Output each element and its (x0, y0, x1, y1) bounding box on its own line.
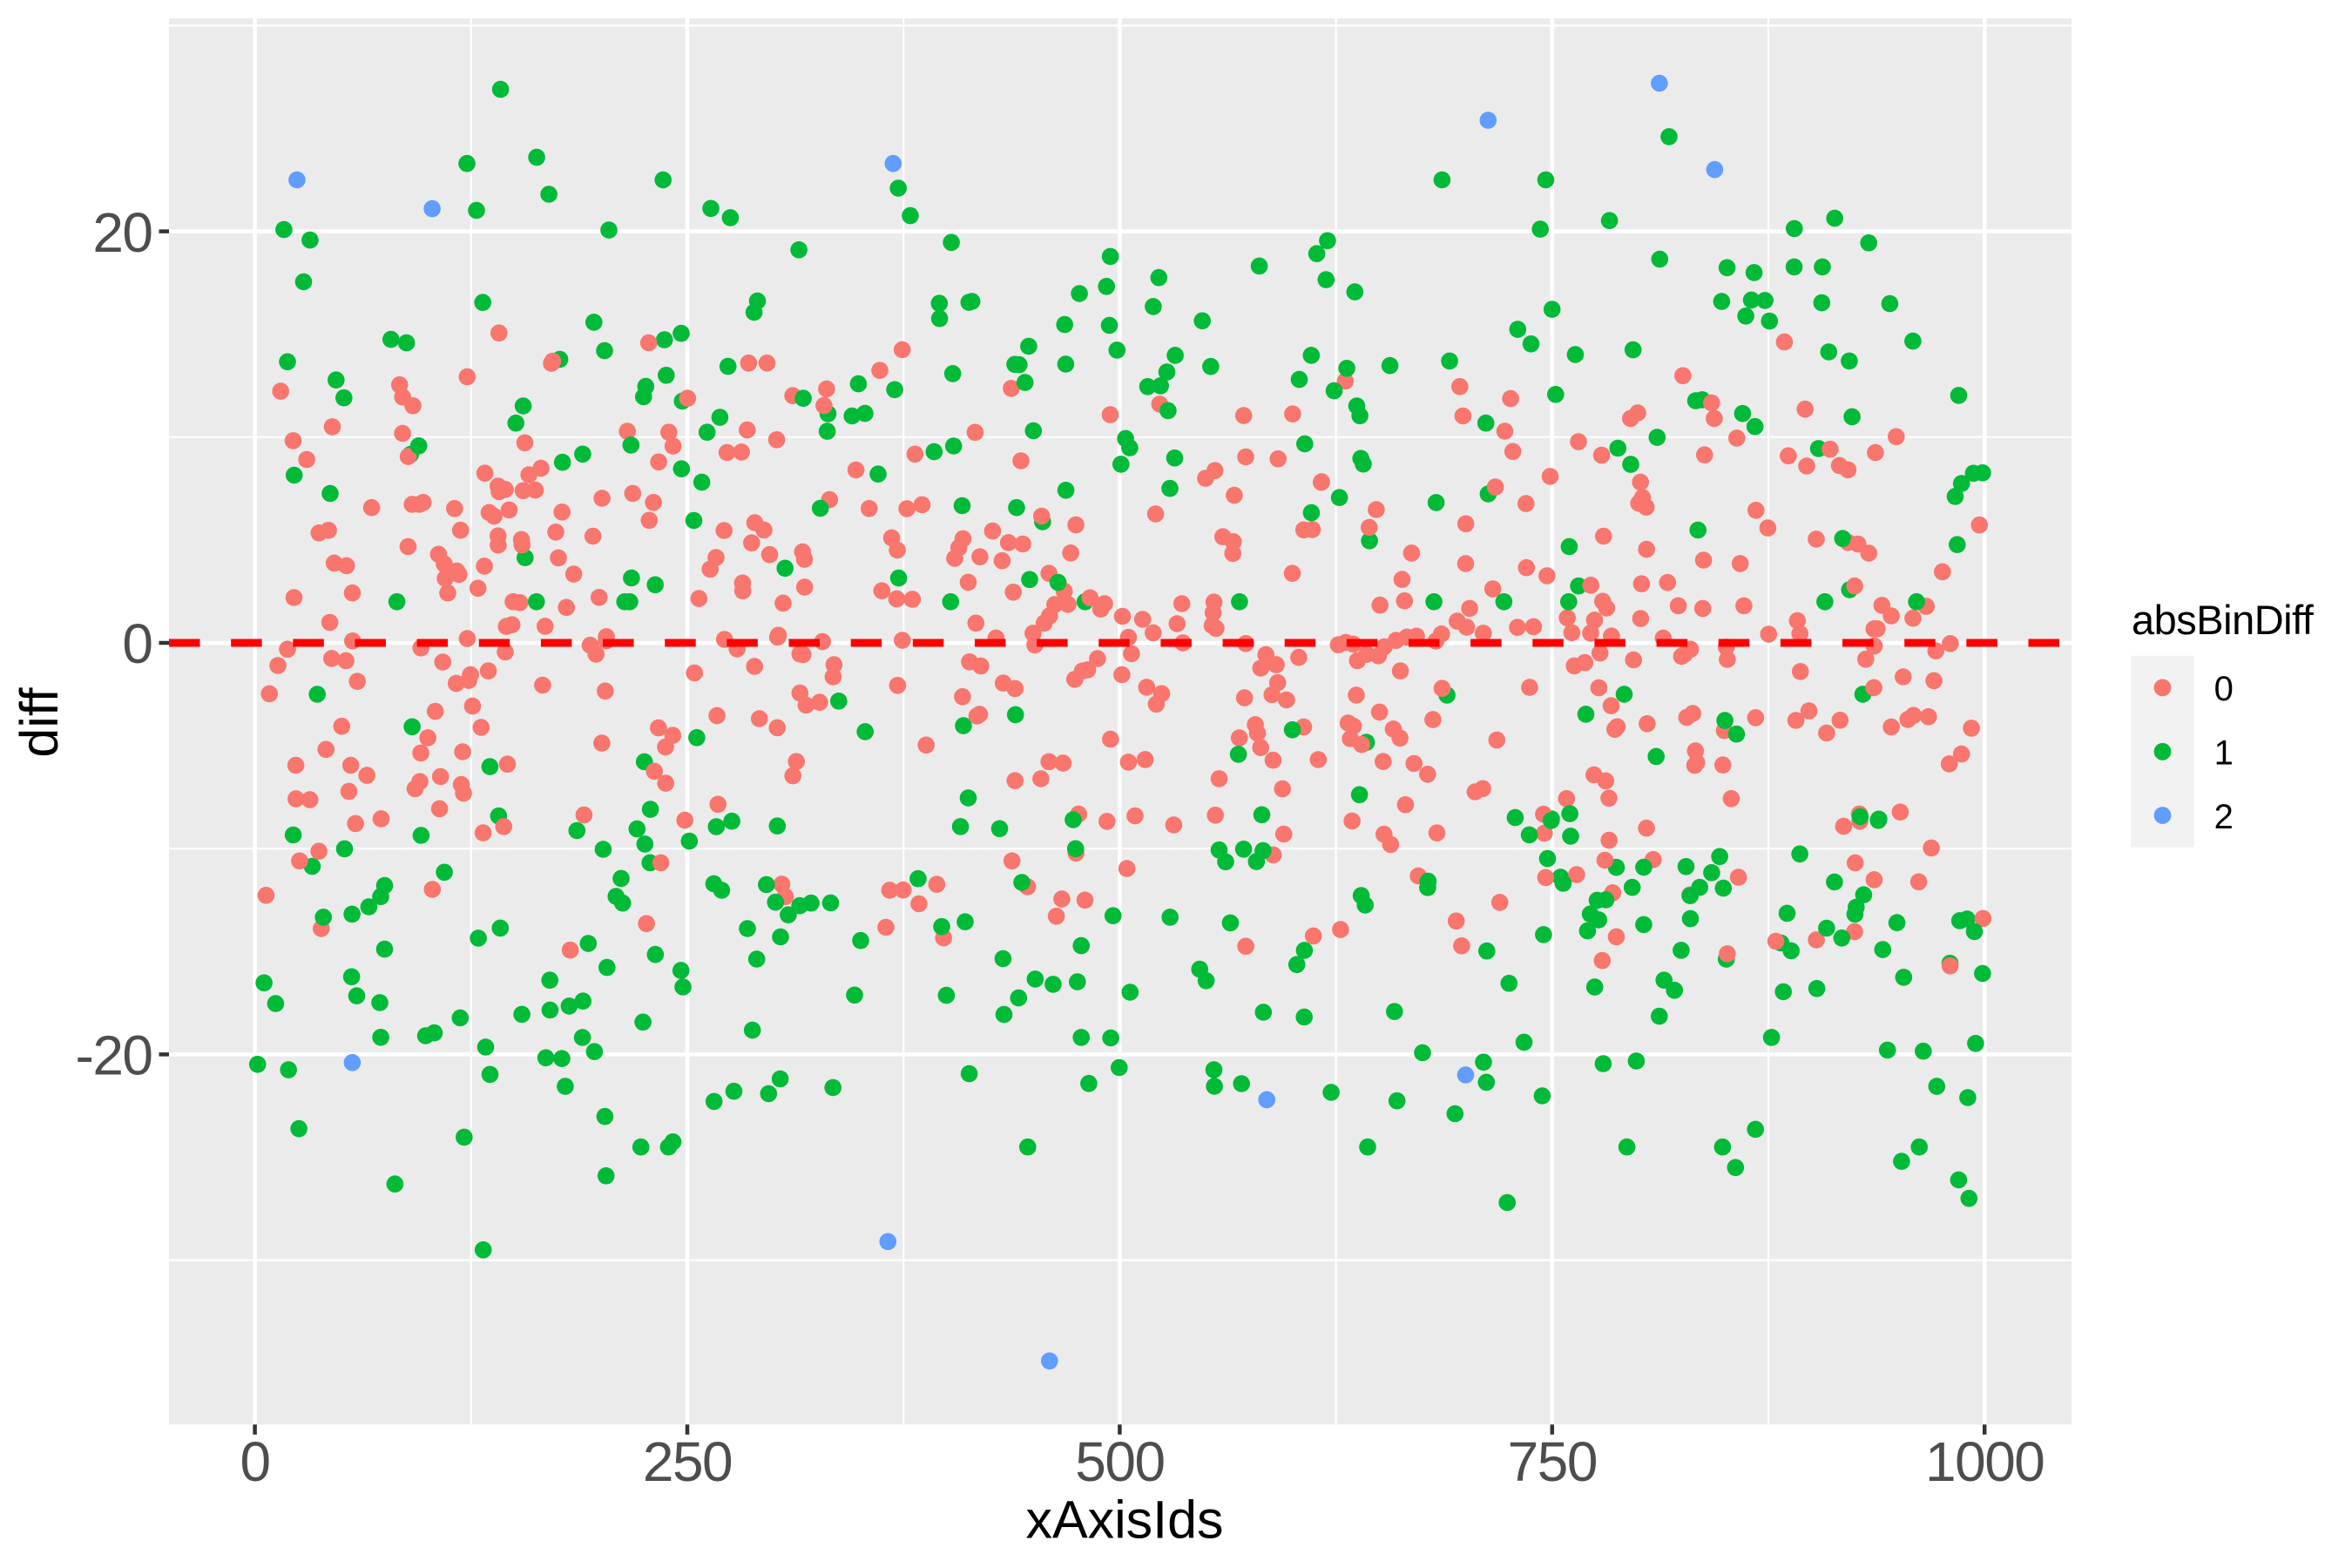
svg-text:20: 20 (92, 201, 152, 264)
svg-text:diff: diff (10, 686, 69, 757)
svg-text:250: 250 (643, 1430, 732, 1493)
svg-text:0: 0 (122, 612, 152, 675)
svg-text:500: 500 (1075, 1430, 1164, 1493)
svg-text:-20: -20 (76, 1024, 152, 1087)
svg-text:absBinDiff: absBinDiff (2132, 597, 2315, 643)
svg-text:750: 750 (1508, 1430, 1597, 1493)
svg-text:0: 0 (2214, 670, 2234, 708)
svg-text:2: 2 (2214, 798, 2234, 836)
svg-text:0: 0 (240, 1430, 270, 1493)
svg-text:1: 1 (2214, 734, 2234, 773)
svg-text:1000: 1000 (1925, 1430, 2044, 1493)
svg-text:xAxisIds: xAxisIds (1025, 1490, 1223, 1550)
